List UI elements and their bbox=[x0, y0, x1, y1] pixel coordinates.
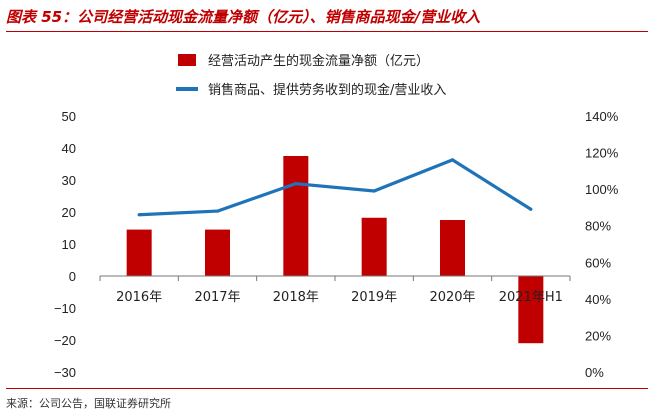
legend-bar-swatch bbox=[178, 54, 196, 66]
bar-2016年 bbox=[126, 229, 152, 276]
category-label: 2019年 bbox=[351, 290, 397, 305]
left-axis-tick-label: −30 bbox=[54, 365, 76, 380]
legend-line-label: 销售商品、提供劳务收到的现金/营业收入 bbox=[208, 82, 446, 98]
category-label: 2017年 bbox=[194, 290, 240, 305]
left-axis-tick-label: 50 bbox=[62, 109, 76, 124]
category-label: 2021年H1 bbox=[499, 290, 563, 305]
bar-2021年H1 bbox=[518, 276, 544, 344]
bar-2018年 bbox=[283, 156, 309, 276]
title-rule bbox=[6, 31, 648, 32]
figure-title: 图表 55：公司经营活动现金流量净额（亿元）、销售商品现金/营业收入 bbox=[6, 8, 481, 26]
ratio-point-2017年 bbox=[215, 209, 220, 213]
left-axis-tick-label: 10 bbox=[62, 237, 76, 252]
ratio-line bbox=[139, 158, 532, 217]
legend: 经营活动产生的现金流量净额（亿元） 销售商品、提供劳务收到的现金/营业收入 bbox=[176, 53, 446, 98]
category-label: 2020年 bbox=[429, 290, 475, 305]
left-axis-tick-label: −20 bbox=[54, 333, 76, 348]
right-axis-tick-label: 0% bbox=[585, 365, 604, 380]
left-axis-tick-label: 0 bbox=[69, 269, 76, 284]
right-axis-tick-label: 80% bbox=[585, 219, 611, 234]
ratio-point-2018年 bbox=[294, 182, 298, 186]
ratio-point-2016年 bbox=[137, 213, 141, 217]
bar-2020年 bbox=[440, 220, 465, 276]
left-axis-tick-label: 40 bbox=[62, 141, 76, 156]
left-axis-tick-label: 30 bbox=[62, 173, 76, 188]
left-axis-tick-label: −10 bbox=[54, 301, 76, 316]
footer-rule bbox=[6, 388, 648, 389]
category-label: 2018年 bbox=[273, 290, 319, 305]
right-axis-tick-label: 40% bbox=[585, 292, 611, 307]
ratio-point-2021年H1 bbox=[529, 207, 533, 211]
right-axis-tick-label: 140% bbox=[585, 109, 619, 124]
right-axis-tick-label: 60% bbox=[585, 255, 611, 270]
source-note: 来源：公司公告，国联证券研究所 bbox=[6, 397, 171, 410]
ratio-point-2019年 bbox=[372, 189, 376, 193]
legend-bar-label: 经营活动产生的现金流量净额（亿元） bbox=[208, 53, 429, 69]
category-label: 2016年 bbox=[116, 290, 162, 305]
right-axis-tick-label: 120% bbox=[585, 146, 619, 161]
right-axis-tick-label: 100% bbox=[585, 182, 619, 197]
ratio-point-2020年 bbox=[450, 158, 455, 162]
bar-2019年 bbox=[361, 217, 387, 276]
right-axis-tick-label: 20% bbox=[585, 328, 611, 343]
bar-2017年 bbox=[205, 229, 230, 276]
left-axis-tick-label: 20 bbox=[62, 205, 76, 220]
